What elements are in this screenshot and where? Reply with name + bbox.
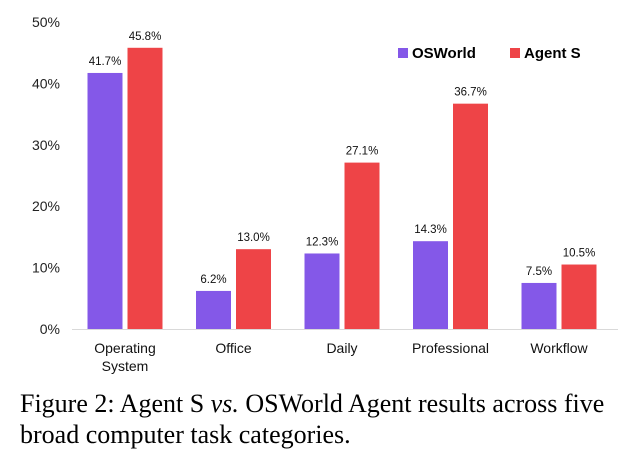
data-label: 7.5%	[526, 266, 552, 278]
category-label: Office	[215, 340, 252, 356]
category-label: Operating	[94, 340, 155, 356]
category-label: System	[102, 358, 149, 374]
bar-osworld	[413, 241, 448, 329]
data-label: 14.3%	[414, 224, 447, 236]
caption-prefix: Figure 2: Agent S	[20, 389, 211, 418]
category-label: Daily	[326, 340, 357, 356]
legend-swatch	[398, 48, 408, 58]
bar-agent-s	[344, 162, 380, 329]
legend-label: OSWorld	[412, 45, 476, 62]
bar-agent-s	[236, 249, 271, 329]
data-label: 13.0%	[237, 232, 270, 244]
y-axis-ticks: 0% 10% 20% 30% 40% 50%	[32, 14, 60, 337]
caption-vs: vs.	[210, 389, 239, 418]
bar-osworld	[87, 72, 123, 329]
y-tick-label: 30%	[32, 137, 60, 153]
bar-agent-s	[453, 103, 488, 329]
data-labels: 41.7% 45.8% 6.2% 13.0% 12.3% 27.1% 14.3% 36.7% 7…	[89, 31, 596, 286]
data-label: 41.7%	[89, 56, 122, 68]
data-label: 6.2%	[200, 274, 226, 286]
bar-chart: 0% 10% 20% 30% 40% 50% 41.7% 45.8% 6.2% 13.0% 12.…	[32, 14, 618, 374]
caption-suffix: OSWorld Agent results across five broad …	[20, 389, 605, 449]
data-label: 36.7%	[454, 87, 487, 99]
bar-agent-s	[127, 47, 163, 330]
data-label: 10.5%	[563, 248, 596, 260]
y-tick-label: 10%	[32, 260, 60, 276]
bar-agent-s	[561, 264, 597, 329]
bar-osworld	[521, 282, 557, 329]
y-tick-label: 0%	[40, 321, 60, 337]
data-label: 27.1%	[346, 146, 379, 158]
bars	[87, 47, 597, 330]
bar-osworld	[304, 253, 340, 329]
category-label: Professional	[412, 340, 489, 356]
category-label: Workflow	[530, 340, 588, 356]
y-tick-label: 50%	[32, 14, 60, 30]
figure-caption: Figure 2: Agent S vs. OSWorld Agent resu…	[20, 388, 625, 450]
y-tick-label: 40%	[32, 75, 60, 91]
legend-label: Agent S	[524, 45, 581, 62]
legend-swatch	[510, 48, 520, 58]
legend: OSWorld Agent S	[398, 45, 581, 62]
data-label: 45.8%	[129, 31, 162, 43]
y-tick-label: 20%	[32, 198, 60, 214]
category-labels: Operating System Office Daily Professional Wo…	[94, 340, 588, 374]
bar-osworld	[196, 290, 231, 329]
data-label: 12.3%	[306, 236, 339, 248]
